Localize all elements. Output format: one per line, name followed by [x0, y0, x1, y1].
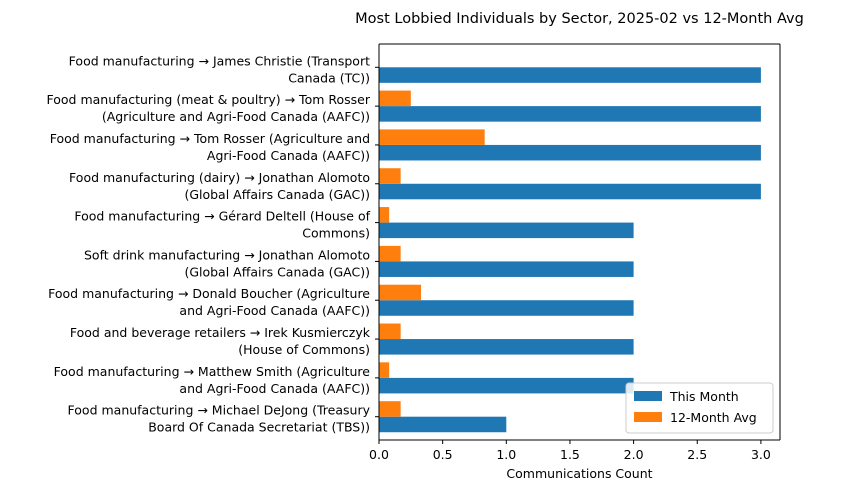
- x-tick-label: 1.5: [560, 447, 580, 462]
- bar-this-month: [379, 300, 634, 316]
- bar-12-month-avg: [379, 90, 411, 107]
- bar-this-month: [379, 144, 761, 161]
- bar-this-month: [379, 222, 634, 239]
- bar-12-month-avg: [379, 323, 401, 340]
- bar-this-month: [379, 339, 634, 355]
- bar-this-month: [379, 106, 761, 122]
- y-tick-label-line: Food manufacturing → Donald Boucher (Agr…: [48, 286, 370, 301]
- legend: This Month 12-Month Avg: [625, 382, 774, 434]
- y-tick-label-line: Food manufacturing (dairy) → Jonathan Al…: [69, 170, 370, 185]
- y-tick-label-line: Food manufacturing (meat & poultry) → To…: [47, 92, 371, 107]
- y-tick-label: Food manufacturing → James Christie (Tra…: [69, 53, 370, 85]
- legend-swatch: [634, 391, 662, 401]
- y-tick-label: Food manufacturing → Matthew Smith (Agri…: [54, 364, 371, 396]
- y-tick-label-line: Food manufacturing → Tom Rosser (Agricul…: [50, 131, 370, 146]
- y-tick-label-line: Food manufacturing → Matthew Smith (Agri…: [54, 364, 371, 379]
- legend-label: 12-Month Avg: [670, 410, 757, 425]
- y-tick-label-line: Food and beverage retailers → Irek Kusmi…: [70, 325, 371, 340]
- x-axis-label: Communications Count: [506, 466, 652, 481]
- bar-this-month: [379, 377, 634, 394]
- chart-title: Most Lobbied Individuals by Sector, 2025…: [355, 11, 804, 27]
- y-tick-label-line: Agri-Food Canada (AAFC)): [207, 148, 370, 163]
- y-tick-label-line: Commons): [302, 226, 370, 241]
- bar-12-month-avg: [379, 207, 390, 223]
- legend-label: This Month: [669, 389, 739, 404]
- bar-12-month-avg: [379, 245, 401, 262]
- bar-12-month-avg: [379, 401, 401, 417]
- bar-this-month: [379, 416, 507, 433]
- y-tick-label-line: (Global Affairs Canada (GAC)): [184, 264, 370, 279]
- y-tick-label-line: (Agriculture and Agri-Food Canada (AAFC)…: [102, 109, 370, 124]
- y-tick-label-line: Food manufacturing → Michael DeJong (Tre…: [68, 403, 371, 418]
- x-tick-label: 1.0: [496, 447, 516, 462]
- y-tick-label: Food manufacturing → Tom Rosser (Agricul…: [50, 131, 370, 163]
- y-tick-label: Food manufacturing → Donald Boucher (Agr…: [48, 286, 370, 318]
- bar-this-month: [379, 67, 761, 83]
- y-tick-label: Soft drink manufacturing → Jonathan Alom…: [84, 247, 370, 279]
- x-tick-label: 2.0: [624, 447, 644, 462]
- x-tick-label: 3.0: [751, 447, 771, 462]
- y-tick-label-line: Soft drink manufacturing → Jonathan Alom…: [84, 247, 370, 262]
- x-tick-label: 2.5: [687, 447, 707, 462]
- y-tick-label-line: Board Of Canada Secretariat (TBS)): [148, 420, 370, 435]
- x-tick-label: 0.0: [369, 447, 389, 462]
- y-tick-label-line: (House of Commons): [238, 342, 370, 357]
- legend-swatch: [634, 412, 662, 422]
- y-tick-label: Food and beverage retailers → Irek Kusmi…: [70, 325, 371, 357]
- y-tick-label-line: Food manufacturing → James Christie (Tra…: [69, 53, 370, 68]
- legend-box: [625, 382, 774, 434]
- y-tick-label: Food manufacturing → Gérard Deltell (Hou…: [74, 209, 370, 241]
- bar-12-month-avg: [379, 129, 485, 145]
- bar-12-month-avg: [379, 284, 422, 301]
- bar-this-month: [379, 261, 634, 277]
- y-tick-label: Food manufacturing (dairy) → Jonathan Al…: [69, 170, 370, 202]
- y-tick-label: Food manufacturing → Michael DeJong (Tre…: [68, 403, 371, 435]
- bar-12-month-avg: [379, 168, 401, 184]
- y-tick-label-line: Food manufacturing → Gérard Deltell (Hou…: [74, 209, 370, 224]
- y-tick-label-line: and Agri-Food Canada (AAFC)): [179, 381, 370, 396]
- y-tick-label-line: and Agri-Food Canada (AAFC)): [179, 303, 370, 318]
- bar-this-month: [379, 183, 761, 200]
- bar-12-month-avg: [379, 362, 390, 378]
- x-tick-label: 0.5: [433, 447, 453, 462]
- y-tick-label-line: (Global Affairs Canada (GAC)): [184, 187, 370, 202]
- y-tick-label: Food manufacturing (meat & poultry) → To…: [47, 92, 371, 124]
- y-tick-label-line: Canada (TC)): [288, 70, 370, 85]
